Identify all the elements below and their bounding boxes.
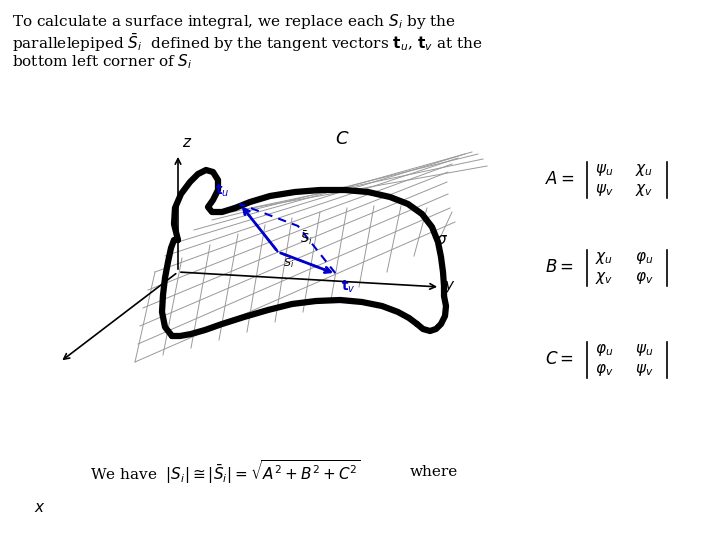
Text: $\sigma$: $\sigma$ bbox=[436, 233, 448, 247]
Text: $\mathbf{t}_v$: $\mathbf{t}_v$ bbox=[341, 279, 356, 295]
Text: $C = $: $C = $ bbox=[545, 352, 574, 368]
Text: $\chi_u$: $\chi_u$ bbox=[595, 250, 613, 266]
Text: $\varphi_v$: $\varphi_v$ bbox=[595, 362, 613, 378]
Text: $\varphi_u$: $\varphi_u$ bbox=[595, 342, 613, 358]
Text: parallelepiped $\bar{S}_i$  defined by the tangent vectors $\mathbf{t}_u$, $\mat: parallelepiped $\bar{S}_i$ defined by th… bbox=[12, 32, 482, 54]
Text: $\chi_v$: $\chi_v$ bbox=[635, 182, 653, 198]
Text: $A = $: $A = $ bbox=[545, 172, 575, 188]
Text: To calculate a surface integral, we replace each $S_i$ by the: To calculate a surface integral, we repl… bbox=[12, 12, 456, 31]
Text: $\varphi_u$: $\varphi_u$ bbox=[635, 250, 653, 266]
Text: bottom left corner of $S_i$: bottom left corner of $S_i$ bbox=[12, 52, 192, 71]
Text: $\chi_v$: $\chi_v$ bbox=[595, 270, 613, 286]
Text: We have  $|S_i|\cong|\bar{S}_i| = \sqrt{A^2+B^2+C^2}$: We have $|S_i|\cong|\bar{S}_i| = \sqrt{A… bbox=[90, 458, 361, 486]
Text: $B = $: $B = $ bbox=[545, 260, 574, 276]
Text: where: where bbox=[410, 465, 458, 479]
Text: $\mathbf{t}_u$: $\mathbf{t}_u$ bbox=[215, 183, 230, 199]
Text: $\psi_u$: $\psi_u$ bbox=[635, 342, 653, 358]
Text: $z$: $z$ bbox=[182, 136, 192, 150]
Text: $\psi_v$: $\psi_v$ bbox=[635, 362, 654, 378]
Text: $\psi_v$: $\psi_v$ bbox=[595, 182, 613, 198]
Text: $S_i$: $S_i$ bbox=[283, 256, 294, 270]
Text: $\varphi_v$: $\varphi_v$ bbox=[635, 270, 654, 286]
Text: $\bar{S}_i$: $\bar{S}_i$ bbox=[300, 229, 312, 247]
Text: $C$: $C$ bbox=[335, 130, 349, 148]
Text: $y$: $y$ bbox=[444, 279, 456, 295]
Text: $x$: $x$ bbox=[35, 501, 46, 515]
Text: $\chi_u$: $\chi_u$ bbox=[635, 162, 653, 178]
Text: $\psi_u$: $\psi_u$ bbox=[595, 162, 613, 178]
